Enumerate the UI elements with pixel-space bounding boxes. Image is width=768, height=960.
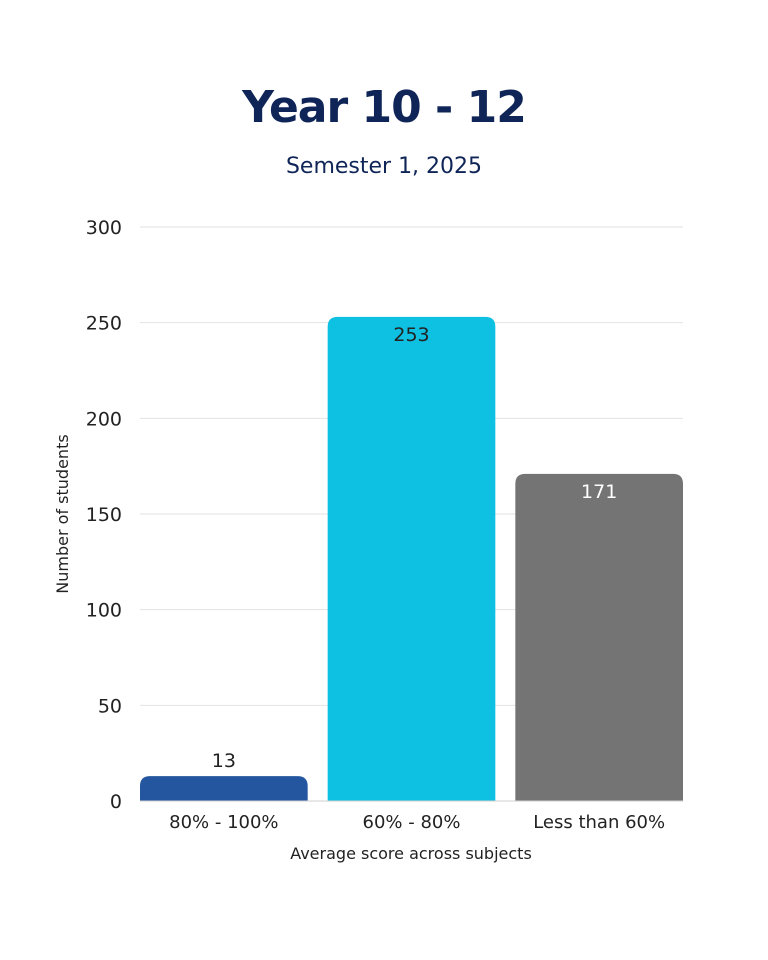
x-category-label: Less than 60% [533,812,665,833]
chart-subtitle: Semester 1, 2025 [285,154,483,179]
y-tick-label: 0 [110,791,122,813]
bar [327,316,496,801]
bar-data-label: 13 [212,750,236,772]
bar-data-label: 253 [393,324,429,346]
y-tick-label: 100 [86,600,122,622]
y-axis-ticks: 0 50 100 150 200 250 300 [86,217,122,813]
x-category-label: 80% - 100% [169,812,278,833]
bar [515,473,683,801]
bar-data-label: 171 [581,481,617,503]
y-tick-label: 150 [86,504,122,526]
x-axis-labels: 80% - 100% 60% - 80% Less than 60% [169,812,665,833]
x-axis-title: Average score across subjects [290,844,532,863]
y-tick-label: 50 [98,695,122,717]
y-axis-title: Number of students [53,434,72,593]
y-tick-label: 200 [86,408,122,430]
chart-title: Year 10 - 12 [242,82,527,133]
bars: 13 253 171 [140,316,683,801]
bar [140,776,308,801]
x-category-label: 60% - 80% [363,812,461,833]
y-tick-label: 300 [86,217,122,239]
y-tick-label: 250 [86,313,122,335]
